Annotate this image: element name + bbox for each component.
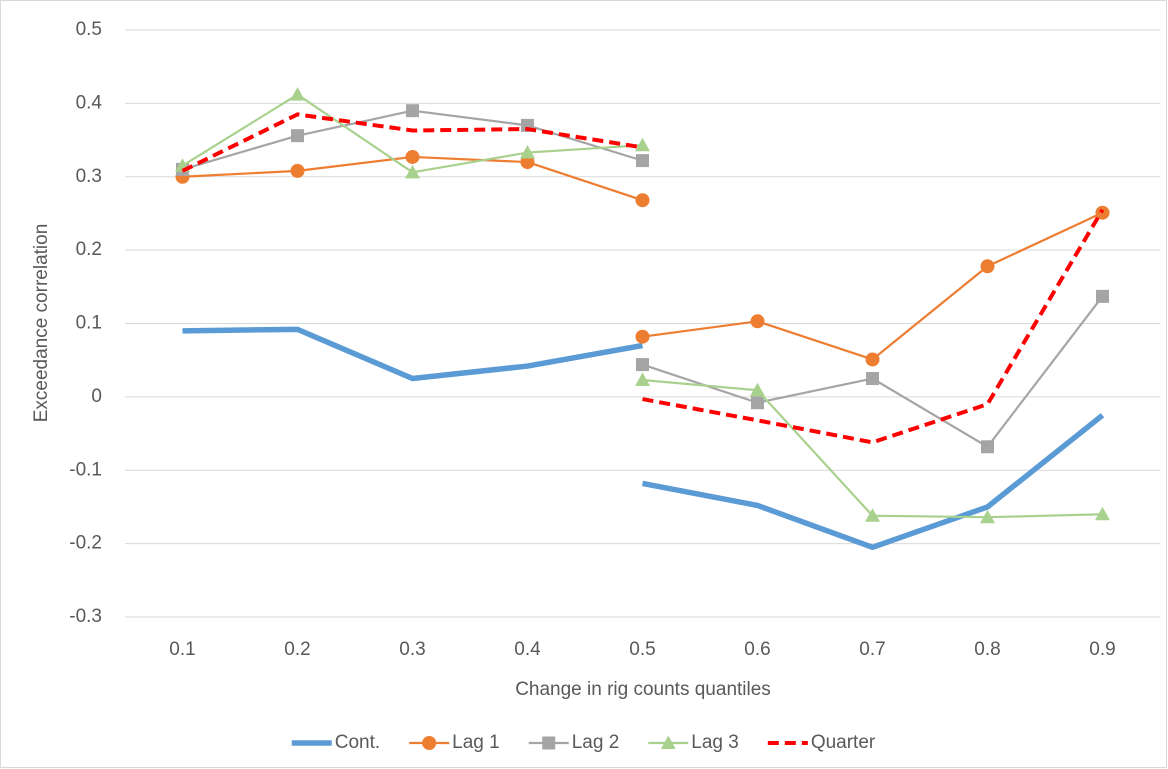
y-tick-label: 0.5: [76, 19, 102, 40]
y-tick-label: 0.2: [76, 239, 102, 260]
marker: [635, 329, 650, 344]
legend-item: Lag 3: [648, 732, 739, 753]
x-tick-label: 0.8: [974, 639, 1000, 660]
marker: [751, 396, 764, 410]
legend-item: Cont.: [291, 732, 380, 753]
x-tick-label: 0.6: [744, 639, 770, 660]
x-tick-label: 0.1: [169, 639, 195, 660]
x-tick-label: 0.9: [1089, 639, 1115, 660]
x-tick-label: 0.7: [859, 639, 885, 660]
y-axis-title: Exceedance correlation: [31, 224, 52, 423]
marker: [405, 149, 420, 164]
marker: [1096, 289, 1109, 303]
x-axis-title: Change in rig counts quantiles: [515, 679, 771, 700]
y-tick-label: 0: [91, 386, 102, 407]
x-tick-label: 0.5: [629, 639, 655, 660]
y-tick-label: -0.1: [69, 459, 102, 480]
legend-item: Quarter: [767, 732, 876, 753]
marker: [290, 87, 305, 101]
legend-label: Cont.: [335, 732, 380, 753]
marker: [981, 440, 994, 454]
y-tick-label: -0.3: [69, 606, 102, 627]
y-tick-label: -0.2: [69, 533, 102, 554]
y-tick-label: 0.4: [76, 92, 103, 113]
marker: [750, 382, 765, 397]
marker: [405, 164, 420, 179]
marker: [636, 358, 649, 372]
marker: [290, 163, 305, 178]
marker: [865, 352, 880, 367]
marker: [542, 736, 556, 750]
marker: [635, 193, 650, 208]
x-tick-label: 0.4: [514, 639, 541, 660]
marker: [660, 735, 676, 749]
series-line: [182, 326, 1105, 551]
marker: [635, 137, 650, 152]
marker: [980, 509, 995, 524]
marker: [636, 154, 649, 168]
legend: Cont. Lag 1 Lag 2 Lag 3 Quarter: [291, 732, 876, 753]
marker: [291, 129, 304, 143]
marker: [1095, 506, 1110, 521]
legend-item: Lag 2: [528, 732, 620, 753]
legend-label: Quarter: [811, 732, 876, 753]
legend-label: Lag 2: [572, 732, 620, 753]
legend-item: Lag 1: [409, 732, 500, 753]
y-tick-label: 0.1: [76, 313, 102, 334]
marker: [865, 508, 880, 522]
marker: [520, 155, 535, 170]
marker: [520, 145, 535, 159]
marker: [422, 736, 437, 750]
x-tick-label: 0.3: [399, 639, 425, 660]
legend-label: Lag 3: [691, 732, 739, 753]
marker: [406, 104, 419, 118]
marker: [866, 372, 879, 386]
marker: [635, 372, 650, 386]
marker: [750, 314, 765, 329]
series-line: [181, 112, 1105, 445]
y-tick-label: 0.3: [76, 166, 102, 187]
legend-label: Lag 1: [452, 732, 500, 753]
marker: [980, 259, 995, 274]
x-tick-label: 0.2: [284, 639, 310, 660]
